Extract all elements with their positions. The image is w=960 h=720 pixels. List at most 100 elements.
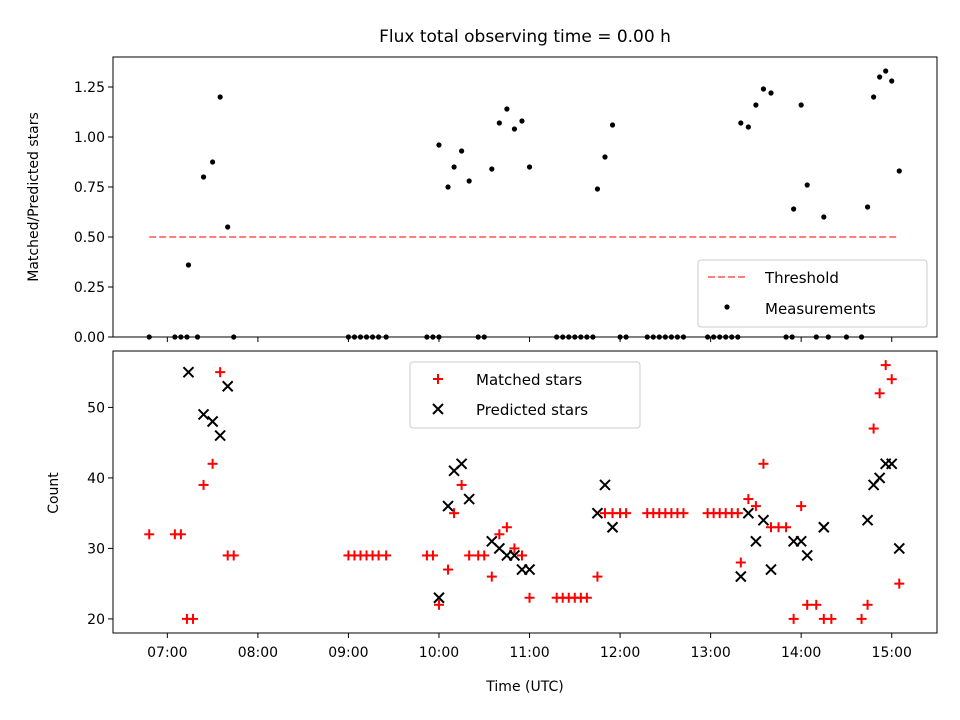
predicted-star-point [735,570,747,583]
matched-star-point [464,550,475,561]
matched-star-point [802,599,813,610]
measurement-point [745,124,751,130]
count-x-tick-label: 14:00 [781,645,821,661]
measurement-point [594,186,601,192]
legend-matched-label: Matched stars [476,371,582,389]
matched-star-point [796,501,807,512]
predicted-star-point [182,366,195,378]
count-x-tick-label: 09:00 [328,645,368,661]
matched-star-point [516,550,527,561]
predicted-star-point [433,592,445,604]
matched-star-point [486,571,497,582]
matched-star-point [524,592,535,603]
ratio-y-tick-label: 0.00 [74,330,105,346]
legend-predicted-label: Predicted stars [476,401,588,419]
measurement-point [200,174,207,180]
matched-star-point [826,613,837,624]
count-y-tick-label: 20 [87,612,105,628]
matched-star-point [175,529,186,540]
matched-star-point [494,529,505,540]
predicted-star-point [750,535,762,548]
count-x-tick-label: 07:00 [147,645,187,661]
legend-measurements-label: Measurements [765,300,876,318]
y-axis-label-count: Count [46,472,62,514]
measurement-point [602,154,608,160]
measurement-point [185,262,192,268]
predicted-star-point [742,507,755,519]
matched-star-point [894,578,905,589]
predicted-star-point [757,514,770,526]
measurement-point [511,126,518,132]
matched-star-point [427,550,438,561]
measurement-point [768,90,774,96]
measurement-point [804,182,810,188]
matched-star-point [592,571,603,582]
measurement-point [864,204,871,210]
ratio-y-tick-label: 1.00 [74,130,105,146]
matched-star-point [501,522,512,533]
predicted-star-point [508,549,521,562]
measurement-point [496,120,502,126]
ratio-y-tick-label: 1.25 [74,80,105,96]
measurement-point [753,102,759,108]
measurement-point [466,178,472,184]
predicted-star-point [214,429,226,442]
ratio-x-ticks [166,337,893,342]
x-axis-label-time: Time (UTC) [485,679,563,695]
matched-star-point [758,458,769,469]
matched-star-point [862,599,873,610]
measurement-point [609,122,616,128]
predicted-star-point [795,535,807,548]
chart-title: Flux total observing time = 0.00 h [379,27,671,47]
count-plot-area [144,360,905,624]
ratio-legend-box [697,259,928,328]
matched-star-point [750,501,761,512]
matched-star-point [621,508,632,519]
matched-star-point [381,550,392,561]
matched-star-point [781,522,792,533]
count-x-tick-label: 08:00 [238,645,278,661]
count-y-tick-label: 50 [87,400,105,416]
measurement-point [489,166,495,172]
predicted-star-point [442,500,454,512]
measurement-point [445,184,451,190]
predicted-star-point [591,507,604,519]
measurement-point [519,118,525,124]
measurement-point [896,168,902,174]
matched-star-point [874,388,885,399]
predicted-star-point [861,514,874,526]
measurement-point [877,74,883,80]
matched-star-point [868,423,879,434]
y-axis-label-ratio: Matched/Predicted stars [26,112,42,282]
predicted-star-point [886,458,898,470]
matched-star-point [856,613,867,624]
count-x-tick-label: 11:00 [509,645,549,661]
predicted-star-point [206,415,219,428]
matched-star-point [678,508,689,519]
count-x-tick-label: 10:00 [419,645,459,661]
predicted-star-point [599,479,611,491]
matched-star-point [433,599,444,610]
matched-star-point [880,360,891,371]
predicted-star-point [801,549,813,562]
measurement-point [436,142,442,148]
matched-star-point [743,494,754,505]
predicted-star-point [765,563,777,576]
matched-star-point [509,543,520,554]
matched-star-point [886,374,897,385]
counts-chart: Count Time (UTC) 20 30 40 50 07:00 08:00 09:0… [46,350,938,695]
count-legend: Matched stars Predicted stars [409,361,641,429]
count-x-tick-label: 15:00 [872,645,912,661]
matched-star-point [228,550,239,561]
matched-star-point [456,479,467,490]
predicted-star-point [221,380,234,392]
count-x-tick-label: 13:00 [690,645,730,661]
measurement-point [504,106,510,112]
matched-star-point [811,599,822,610]
measurement-point [225,224,231,230]
legend-predicted-x-swatch [432,403,444,415]
matched-star-point [207,458,218,469]
measurement-point [883,68,889,74]
measurement-point [451,164,457,170]
